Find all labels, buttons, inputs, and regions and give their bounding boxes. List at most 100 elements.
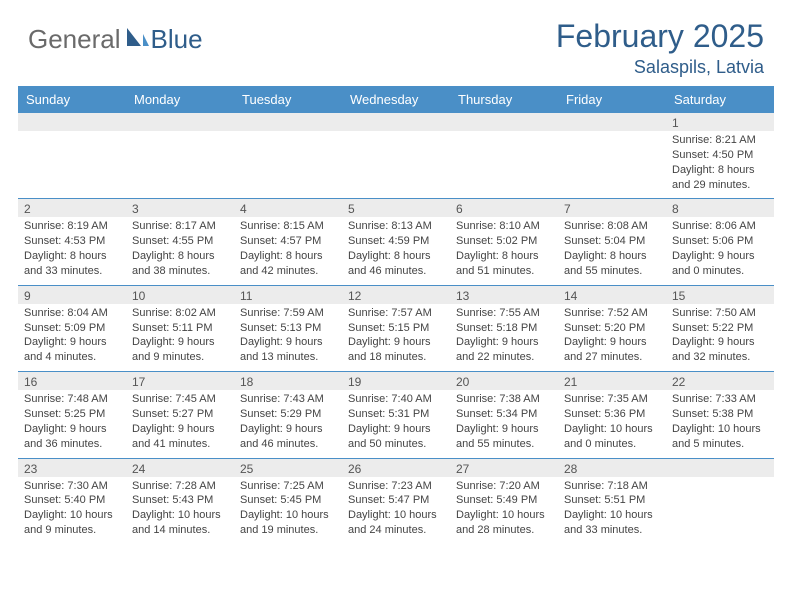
daylight-line-1: Daylight: 8 hours — [24, 249, 120, 264]
daylight-line-1: Daylight: 9 hours — [456, 422, 552, 437]
day-header: Thursday — [450, 86, 558, 113]
calendar-cell: 1Sunrise: 8:21 AMSunset: 4:50 PMDaylight… — [666, 113, 774, 198]
daylight-line-1: Daylight: 10 hours — [672, 422, 768, 437]
daylight-line-1: Daylight: 9 hours — [132, 422, 228, 437]
daylight-line-2: and 46 minutes. — [348, 264, 444, 279]
sunset-line: Sunset: 5:27 PM — [132, 407, 228, 422]
daylight-line-2: and 46 minutes. — [240, 437, 336, 452]
daylight-line-2: and 32 minutes. — [672, 350, 768, 365]
calendar-cell: 11Sunrise: 7:59 AMSunset: 5:13 PMDayligh… — [234, 286, 342, 371]
sunset-line: Sunset: 4:53 PM — [24, 234, 120, 249]
sunrise-line: Sunrise: 8:04 AM — [24, 306, 120, 321]
calendar-cell — [126, 113, 234, 198]
calendar-cell: 13Sunrise: 7:55 AMSunset: 5:18 PMDayligh… — [450, 286, 558, 371]
day-details: Sunrise: 8:19 AMSunset: 4:53 PMDaylight:… — [18, 217, 126, 284]
sunset-line: Sunset: 5:38 PM — [672, 407, 768, 422]
day-number: 4 — [234, 199, 342, 217]
daylight-line-1: Daylight: 10 hours — [564, 422, 660, 437]
day-number: 22 — [666, 372, 774, 390]
day-number: 3 — [126, 199, 234, 217]
sunrise-line: Sunrise: 7:50 AM — [672, 306, 768, 321]
day-number: 6 — [450, 199, 558, 217]
day-number: 7 — [558, 199, 666, 217]
header: General Blue February 2025 Salaspils, La… — [0, 0, 792, 86]
day-number: 1 — [666, 113, 774, 131]
day-details: Sunrise: 7:38 AMSunset: 5:34 PMDaylight:… — [450, 390, 558, 457]
calendar-cell: 3Sunrise: 8:17 AMSunset: 4:55 PMDaylight… — [126, 199, 234, 284]
calendar-cell: 5Sunrise: 8:13 AMSunset: 4:59 PMDaylight… — [342, 199, 450, 284]
day-number: 11 — [234, 286, 342, 304]
calendar-cell: 14Sunrise: 7:52 AMSunset: 5:20 PMDayligh… — [558, 286, 666, 371]
sunrise-line: Sunrise: 7:28 AM — [132, 479, 228, 494]
day-details: Sunrise: 7:55 AMSunset: 5:18 PMDaylight:… — [450, 304, 558, 371]
calendar-cell: 28Sunrise: 7:18 AMSunset: 5:51 PMDayligh… — [558, 459, 666, 544]
sunrise-line: Sunrise: 8:21 AM — [672, 133, 768, 148]
sunrise-line: Sunrise: 7:38 AM — [456, 392, 552, 407]
sunset-line: Sunset: 4:55 PM — [132, 234, 228, 249]
day-details: Sunrise: 7:43 AMSunset: 5:29 PMDaylight:… — [234, 390, 342, 457]
sunset-line: Sunset: 4:50 PM — [672, 148, 768, 163]
daylight-line-1: Daylight: 8 hours — [240, 249, 336, 264]
sunrise-line: Sunrise: 7:48 AM — [24, 392, 120, 407]
day-number: 9 — [18, 286, 126, 304]
calendar-cell: 10Sunrise: 8:02 AMSunset: 5:11 PMDayligh… — [126, 286, 234, 371]
sunset-line: Sunset: 5:02 PM — [456, 234, 552, 249]
sunrise-line: Sunrise: 8:19 AM — [24, 219, 120, 234]
daylight-line-1: Daylight: 10 hours — [348, 508, 444, 523]
empty-day-strip — [342, 113, 450, 131]
sunset-line: Sunset: 5:09 PM — [24, 321, 120, 336]
day-details: Sunrise: 7:40 AMSunset: 5:31 PMDaylight:… — [342, 390, 450, 457]
day-details: Sunrise: 8:21 AMSunset: 4:50 PMDaylight:… — [666, 131, 774, 198]
daylight-line-2: and 27 minutes. — [564, 350, 660, 365]
daylight-line-1: Daylight: 9 hours — [564, 335, 660, 350]
sunrise-line: Sunrise: 8:17 AM — [132, 219, 228, 234]
day-number: 18 — [234, 372, 342, 390]
day-details: Sunrise: 8:15 AMSunset: 4:57 PMDaylight:… — [234, 217, 342, 284]
daylight-line-2: and 5 minutes. — [672, 437, 768, 452]
daylight-line-1: Daylight: 9 hours — [24, 335, 120, 350]
day-number: 23 — [18, 459, 126, 477]
calendar-cell: 9 Sunrise: 8:04 AMSunset: 5:09 PMDaylight… — [18, 286, 126, 371]
calendar-cell: 21Sunrise: 7:35 AMSunset: 5:36 PMDayligh… — [558, 372, 666, 457]
sunrise-line: Sunrise: 8:15 AM — [240, 219, 336, 234]
day-details: Sunrise: 8:06 AMSunset: 5:06 PMDaylight:… — [666, 217, 774, 284]
day-details: Sunrise: 7:35 AMSunset: 5:36 PMDaylight:… — [558, 390, 666, 457]
sunset-line: Sunset: 4:57 PM — [240, 234, 336, 249]
daylight-line-2: and 55 minutes. — [456, 437, 552, 452]
day-details: Sunrise: 8:17 AMSunset: 4:55 PMDaylight:… — [126, 217, 234, 284]
sunset-line: Sunset: 5:43 PM — [132, 493, 228, 508]
day-number: 2 — [18, 199, 126, 217]
sunrise-line: Sunrise: 8:02 AM — [132, 306, 228, 321]
month-title: February 2025 — [556, 18, 764, 55]
day-number: 27 — [450, 459, 558, 477]
daylight-line-2: and 55 minutes. — [564, 264, 660, 279]
calendar-cell: 8Sunrise: 8:06 AMSunset: 5:06 PMDaylight… — [666, 199, 774, 284]
sunrise-line: Sunrise: 7:18 AM — [564, 479, 660, 494]
day-number: 12 — [342, 286, 450, 304]
calendar: Sunday Monday Tuesday Wednesday Thursday… — [0, 86, 792, 544]
sunrise-line: Sunrise: 8:06 AM — [672, 219, 768, 234]
sunrise-line: Sunrise: 7:59 AM — [240, 306, 336, 321]
sunset-line: Sunset: 4:59 PM — [348, 234, 444, 249]
calendar-cell — [558, 113, 666, 198]
calendar-cell: 4Sunrise: 8:15 AMSunset: 4:57 PMDaylight… — [234, 199, 342, 284]
calendar-cell: 26Sunrise: 7:23 AMSunset: 5:47 PMDayligh… — [342, 459, 450, 544]
day-number: 17 — [126, 372, 234, 390]
logo-sail-icon — [123, 24, 149, 55]
daylight-line-1: Daylight: 8 hours — [132, 249, 228, 264]
sunset-line: Sunset: 5:15 PM — [348, 321, 444, 336]
daylight-line-1: Daylight: 10 hours — [132, 508, 228, 523]
sunset-line: Sunset: 5:20 PM — [564, 321, 660, 336]
calendar-cell — [18, 113, 126, 198]
day-number: 21 — [558, 372, 666, 390]
calendar-week: 9Sunrise: 8:04 AMSunset: 5:09 PMDaylight… — [18, 285, 774, 371]
calendar-cell — [450, 113, 558, 198]
sunset-line: Sunset: 5:25 PM — [24, 407, 120, 422]
calendar-cell: 7Sunrise: 8:08 AMSunset: 5:04 PMDaylight… — [558, 199, 666, 284]
calendar-cell — [666, 459, 774, 544]
logo: General Blue — [28, 24, 203, 55]
daylight-line-2: and 33 minutes. — [24, 264, 120, 279]
sunrise-line: Sunrise: 7:52 AM — [564, 306, 660, 321]
sunrise-line: Sunrise: 7:40 AM — [348, 392, 444, 407]
day-details: Sunrise: 8:02 AMSunset: 5:11 PMDaylight:… — [126, 304, 234, 371]
